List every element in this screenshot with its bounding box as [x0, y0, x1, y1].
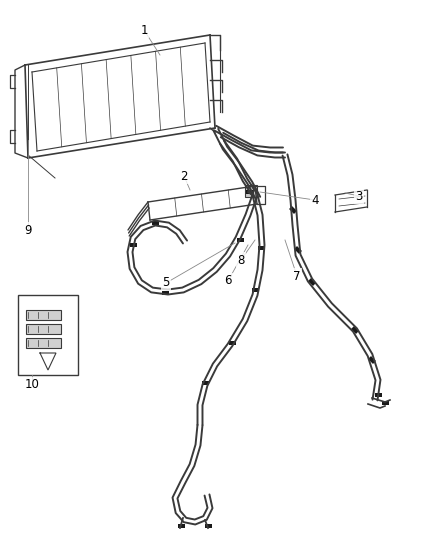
- Bar: [26, 324, 61, 334]
- Text: 1: 1: [140, 23, 148, 36]
- Bar: [205, 524, 212, 528]
- Bar: [130, 243, 137, 247]
- Text: 10: 10: [25, 378, 39, 392]
- Bar: [245, 185, 257, 197]
- Text: 7: 7: [293, 270, 301, 282]
- Bar: [381, 401, 389, 405]
- Bar: [351, 326, 359, 334]
- Text: 9: 9: [24, 223, 32, 237]
- Bar: [152, 221, 159, 225]
- Bar: [18, 295, 78, 375]
- Bar: [258, 246, 265, 250]
- Text: 8: 8: [237, 254, 245, 266]
- Bar: [374, 393, 381, 397]
- Bar: [294, 246, 302, 254]
- Bar: [162, 291, 169, 295]
- Bar: [308, 278, 316, 286]
- Bar: [201, 381, 208, 385]
- Text: 3: 3: [355, 190, 363, 203]
- Bar: [246, 190, 254, 195]
- Bar: [237, 238, 244, 242]
- Text: 6: 6: [224, 274, 232, 287]
- Bar: [251, 288, 258, 292]
- Text: 4: 4: [311, 193, 319, 206]
- Bar: [368, 356, 376, 364]
- Bar: [26, 338, 61, 348]
- Bar: [177, 524, 184, 528]
- Bar: [26, 310, 61, 320]
- Bar: [229, 341, 236, 345]
- Bar: [289, 206, 297, 214]
- Text: 2: 2: [180, 169, 188, 182]
- Text: 5: 5: [162, 277, 170, 289]
